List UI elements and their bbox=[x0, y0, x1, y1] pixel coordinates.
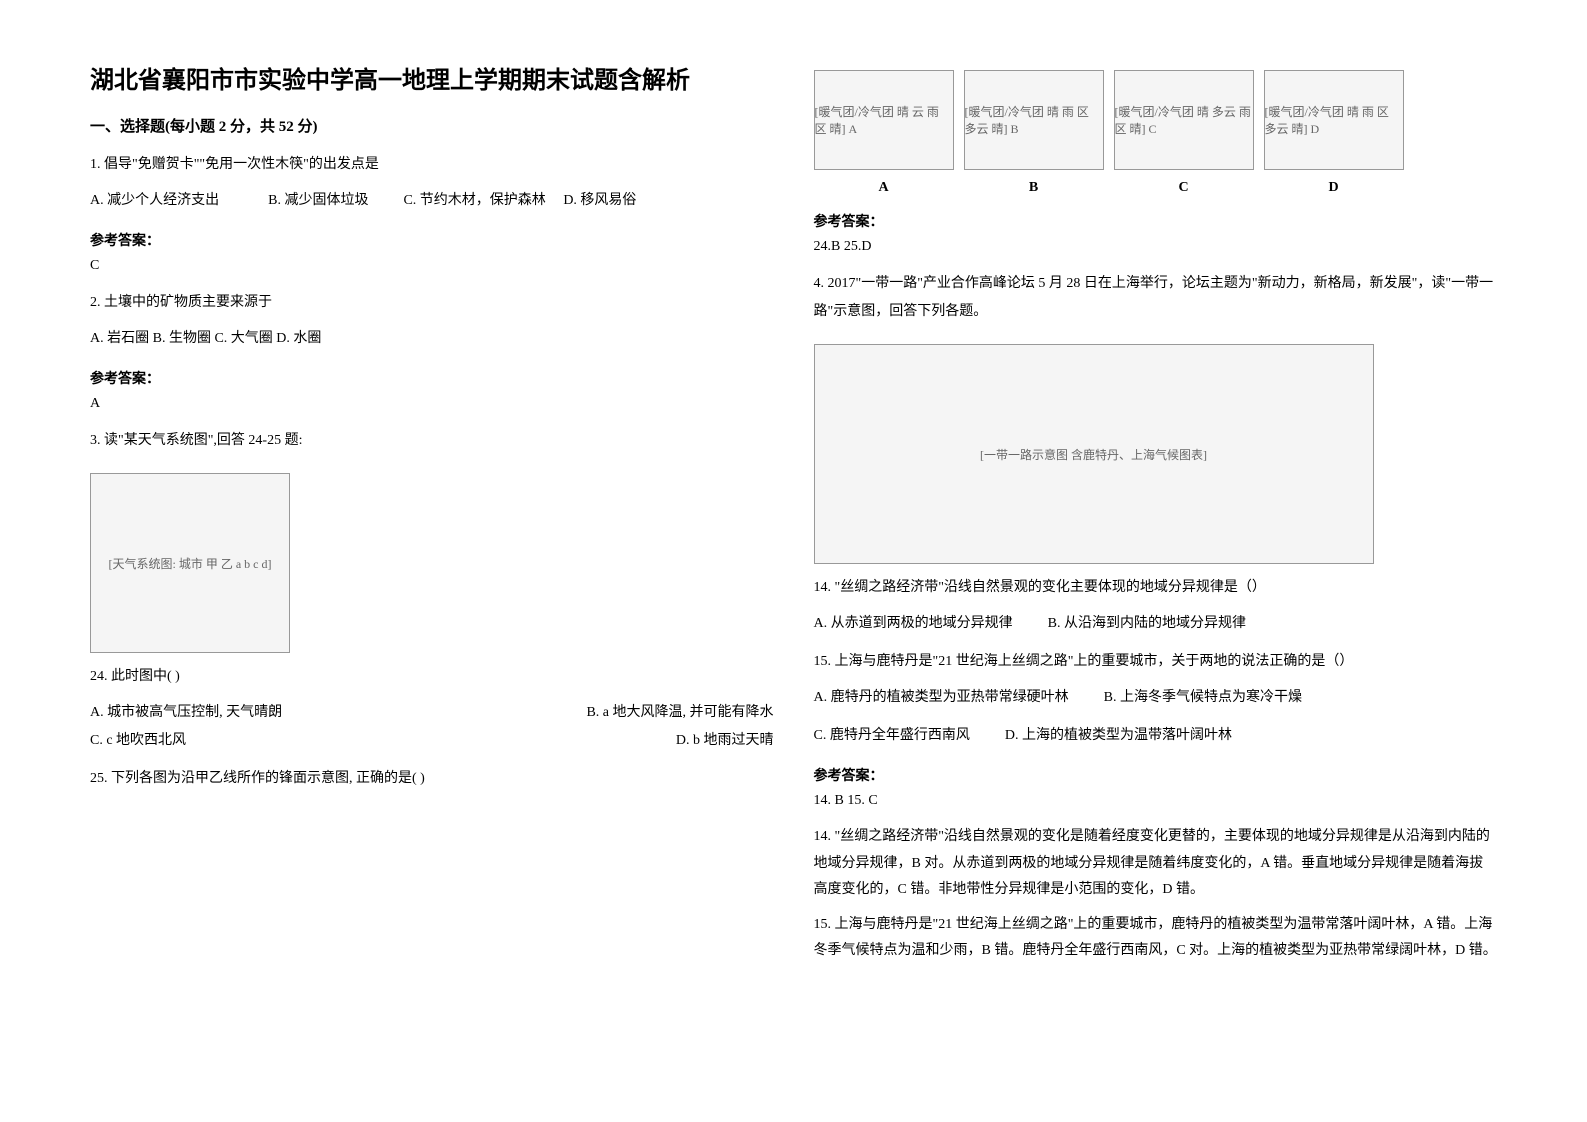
q24-opt-c: C. c 地吹西北风 bbox=[90, 727, 186, 755]
q15-explanation: 15. 上海与鹿特丹是"21 世纪海上丝绸之路"上的重要城市，鹿特丹的植被类型为… bbox=[814, 912, 1498, 965]
q1-options: A. 减少个人经济支出 B. 减少固体垃圾 C. 节约木材，保护森林 D. 移风… bbox=[90, 187, 774, 215]
q2-text: 2. 土壤中的矿物质主要来源于 bbox=[90, 289, 774, 317]
diagram-label-b: B bbox=[964, 180, 1104, 196]
q25-text: 25. 下列各图为沿甲乙线所作的锋面示意图, 正确的是( ) bbox=[90, 765, 774, 793]
q15-opt-b: B. 上海冬季气候特点为寒冷干燥 bbox=[1104, 690, 1302, 705]
q24-opt-b: B. a 地大风降温, 并可能有降水 bbox=[586, 699, 773, 727]
q24-opt-d: D. b 地雨过天晴 bbox=[676, 727, 774, 755]
q3-answer: 24.B 25.D bbox=[814, 239, 1498, 255]
q1-answer-label: 参考答案： bbox=[90, 230, 774, 250]
diagram-c-wrapper: [暖气团/冷气团 晴 多云 雨 区 晴] C C bbox=[1114, 60, 1254, 196]
q15-opt-d: D. 上海的植被类型为温带落叶阔叶林 bbox=[1005, 728, 1232, 743]
q1-opt-d: D. 移风易俗 bbox=[563, 193, 636, 208]
q2-options: A. 岩石圈 B. 生物圈 C. 大气圈 D. 水圈 bbox=[90, 325, 774, 353]
front-diagrams-row: [暖气团/冷气团 晴 云 雨 区 晴] A A [暖气团/冷气团 晴 雨 区 多… bbox=[814, 60, 1498, 196]
q1-opt-c: C. 节约木材，保护森林 bbox=[403, 193, 545, 208]
diagram-a-wrapper: [暖气团/冷气团 晴 云 雨 区 晴] A A bbox=[814, 60, 954, 196]
diagram-label-c: C bbox=[1114, 180, 1254, 196]
diagram-d-wrapper: [暖气团/冷气团 晴 雨 区 多云 晴] D D bbox=[1264, 60, 1404, 196]
q1-opt-a: A. 减少个人经济支出 bbox=[90, 193, 219, 208]
belt-road-map: [一带一路示意图 含鹿特丹、上海气候图表] bbox=[814, 344, 1374, 564]
q15-opt-c: C. 鹿特丹全年盛行西南风 bbox=[814, 728, 970, 743]
q3-answer-label: 参考答案： bbox=[814, 211, 1498, 231]
q15-text: 15. 上海与鹿特丹是"21 世纪海上丝绸之路"上的重要城市，关于两地的说法正确… bbox=[814, 648, 1498, 676]
q4-answer-label: 参考答案： bbox=[814, 765, 1498, 785]
front-diagram-c: [暖气团/冷气团 晴 多云 雨 区 晴] C bbox=[1114, 70, 1254, 170]
q14-opt-b: B. 从沿海到内陆的地域分异规律 bbox=[1048, 616, 1246, 631]
q4-answer: 14. B 15. C bbox=[814, 793, 1498, 809]
q14-opt-a: A. 从赤道到两极的地域分异规律 bbox=[814, 616, 1013, 631]
q14-text: 14. "丝绸之路经济带"沿线自然景观的变化主要体现的地域分异规律是（） bbox=[814, 574, 1498, 602]
document-title: 湖北省襄阳市市实验中学高一地理上学期期末试题含解析 bbox=[90, 60, 774, 95]
q3-text: 3. 读"某天气系统图",回答 24-25 题: bbox=[90, 427, 774, 455]
front-diagram-d: [暖气团/冷气团 晴 雨 区 多云 晴] D bbox=[1264, 70, 1404, 170]
q14-explanation: 14. "丝绸之路经济带"沿线自然景观的变化是随着经度变化更替的，主要体现的地域… bbox=[814, 824, 1498, 904]
q15-options-row2: C. 鹿特丹全年盛行西南风 D. 上海的植被类型为温带落叶阔叶林 bbox=[814, 722, 1498, 750]
weather-system-diagram: [天气系统图: 城市 甲 乙 a b c d] bbox=[90, 473, 290, 653]
q24-opt-a: A. 城市被高气压控制, 天气晴朗 bbox=[90, 699, 282, 727]
left-column: 湖北省襄阳市市实验中学高一地理上学期期末试题含解析 一、选择题(每小题 2 分，… bbox=[90, 60, 774, 1062]
q24-options-row1: A. 城市被高气压控制, 天气晴朗 B. a 地大风降温, 并可能有降水 bbox=[90, 699, 774, 727]
q15-opt-a: A. 鹿特丹的植被类型为亚热带常绿硬叶林 bbox=[814, 690, 1069, 705]
q2-answer-label: 参考答案： bbox=[90, 368, 774, 388]
q2-answer: A bbox=[90, 396, 774, 412]
q24-text: 24. 此时图中( ) bbox=[90, 663, 774, 691]
right-column: [暖气团/冷气团 晴 云 雨 区 晴] A A [暖气团/冷气团 晴 雨 区 多… bbox=[814, 60, 1498, 1062]
diagram-label-a: A bbox=[814, 180, 954, 196]
q1-text: 1. 倡导"免赠贺卡""免用一次性木筷"的出发点是 bbox=[90, 151, 774, 179]
front-diagram-a: [暖气团/冷气团 晴 云 雨 区 晴] A bbox=[814, 70, 954, 170]
section-header: 一、选择题(每小题 2 分，共 52 分) bbox=[90, 115, 774, 136]
diagram-b-wrapper: [暖气团/冷气团 晴 雨 区 多云 晴] B B bbox=[964, 60, 1104, 196]
q4-text: 4. 2017"一带一路"产业合作高峰论坛 5 月 28 日在上海举行，论坛主题… bbox=[814, 270, 1498, 326]
q14-options: A. 从赤道到两极的地域分异规律 B. 从沿海到内陆的地域分异规律 bbox=[814, 610, 1498, 638]
q24-options-row2: C. c 地吹西北风 D. b 地雨过天晴 bbox=[90, 727, 774, 755]
q1-opt-b: B. 减少固体垃圾 bbox=[268, 193, 368, 208]
front-diagram-b: [暖气团/冷气团 晴 雨 区 多云 晴] B bbox=[964, 70, 1104, 170]
q1-answer: C bbox=[90, 258, 774, 274]
q15-options-row1: A. 鹿特丹的植被类型为亚热带常绿硬叶林 B. 上海冬季气候特点为寒冷干燥 bbox=[814, 684, 1498, 712]
diagram-label-d: D bbox=[1264, 180, 1404, 196]
